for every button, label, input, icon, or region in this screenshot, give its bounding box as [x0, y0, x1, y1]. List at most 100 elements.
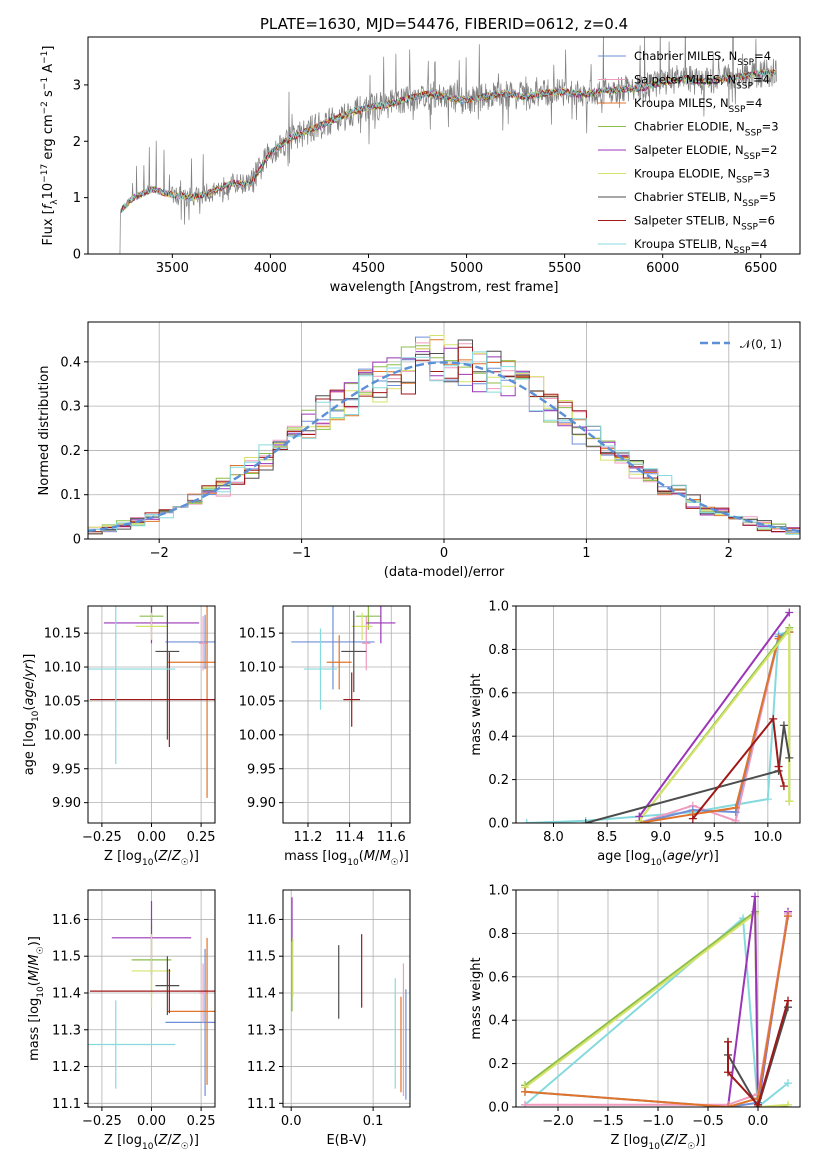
plot-area [88, 901, 215, 1096]
x-tick-label: 10.0 [753, 830, 782, 845]
model-spectrum-salpeter_stelib [120, 68, 776, 214]
x-tick-label: 11.6 [377, 830, 406, 845]
y-tick-label: 0.0 [488, 1101, 509, 1116]
y-axis-label: Normed distribution [37, 366, 52, 496]
x-tick-label: 5500 [548, 261, 581, 276]
y-tick-label: 0.2 [488, 1057, 509, 1072]
x-tick-label: 0.0 [748, 1114, 769, 1129]
x-tick-label: 9.0 [650, 830, 671, 845]
y-tick-label: 11.4 [247, 986, 276, 1001]
y-tick-label: 0.8 [488, 643, 509, 658]
y-tick-label: 0 [73, 533, 81, 548]
plot-area [88, 606, 215, 798]
legend-label-kroupa_miles: Kroupa MILES, NSSP=4 [634, 96, 762, 115]
y-tick-label: 9.95 [247, 762, 276, 777]
x-tick-label: 4500 [352, 261, 385, 276]
weight-marker-kroupa_stelib [763, 795, 772, 804]
y-tick-label: 0.6 [488, 970, 509, 985]
x-axis-label: mass [log10(M/M☉)] [284, 849, 409, 868]
plot-area [521, 892, 792, 1107]
y-tick-label: 11.2 [247, 1060, 276, 1075]
y-tick-label: 0.8 [488, 927, 509, 942]
y-tick-label: 2 [73, 135, 81, 150]
y-tick-label: 0.4 [60, 355, 81, 370]
legend-label-kroupa_stelib: Kroupa STELIB, NSSP=4 [634, 237, 767, 256]
y-tick-label: 0.2 [488, 773, 509, 788]
weight-marker-kroupa_miles [521, 1087, 529, 1096]
weight-line-salpeter_stelib [692, 716, 785, 820]
weight-line-kroupa_stelib [526, 631, 790, 823]
y-tick-label: 0.1 [60, 488, 81, 503]
x-tick-label: −1.5 [592, 1114, 624, 1129]
x-tick-label: 1 [582, 546, 590, 561]
x-tick-label: 0.25 [187, 1114, 216, 1129]
weight-line-salpeter_stelib [727, 1000, 789, 1107]
y-axis-label: age [log10(age/yr)] [22, 654, 41, 776]
y-axis-label: mass weight [469, 957, 484, 1039]
x-tick-label: 3500 [156, 261, 189, 276]
y-axis-label: Flux [fλ10−17 erg cm−2 s−1 A−1] [40, 46, 60, 246]
y-tick-label: 11.5 [52, 950, 81, 965]
x-tick-label: 0.0 [281, 1114, 302, 1129]
x-axis-label: (data-model)/error [384, 565, 505, 580]
y-tick-label: 0.6 [488, 686, 509, 701]
y-tick-label: 10.00 [44, 728, 81, 743]
y-axis-label: mass weight [469, 673, 484, 755]
x-axis-label: Z [log10(Z/Z☉)] [104, 849, 199, 868]
axes-frame [87, 605, 216, 824]
weight-marker-salpeter_stelib [779, 782, 788, 791]
plot-residuals: −2 −1 0 1 2 0 0.1 0.2 0.3 0.4 (data-model)/error No… [37, 321, 801, 580]
y-tick-label: 10.00 [239, 728, 276, 743]
weight-line-kroupa_miles [524, 915, 789, 1107]
y-tick-label: 11.3 [247, 1023, 276, 1038]
weight-marker-salpeter_miles [521, 1100, 529, 1107]
x-tick-label: −2 [150, 546, 169, 561]
x-tick-label: −1 [292, 546, 311, 561]
y-tick-label: 1.0 [488, 600, 509, 615]
plot-area [119, 37, 777, 254]
weight-marker-salpeter_stelib [724, 1037, 732, 1046]
legend-label-chabrier_stelib: Chabrier STELIB, NSSP=5 [634, 190, 776, 209]
y-tick-label: 0.2 [60, 444, 81, 459]
plot-mass_vs_ebv: 0.0 0.1 11.1 11.2 11.3 11.4 11.5 11.6 E(B-V) [247, 889, 411, 1148]
weight-marker-kroupa_miles [724, 1103, 732, 1107]
x-tick-label: −1.0 [642, 1114, 674, 1129]
weight-marker-salpeter_stelib [774, 762, 783, 771]
weight-marker-salpeter_stelib [688, 814, 697, 823]
legend-label-kroupa_elodie: Kroupa ELODIE, NSSP=3 [634, 167, 770, 186]
y-tick-label: 0.0 [488, 817, 509, 832]
plot-area [291, 897, 407, 1100]
legend-label-salpeter_stelib: Salpeter STELIB, NSSP=6 [634, 214, 775, 233]
legend-label-salpeter_elodie: Salpeter ELODIE, NSSP=2 [634, 143, 777, 162]
y-tick-label: 11.1 [52, 1097, 81, 1112]
x-tick-label: 0.00 [137, 1114, 166, 1129]
axes-frame [87, 36, 801, 255]
y-tick-label: 10.05 [44, 694, 81, 709]
weight-marker-chabrier_stelib [785, 753, 794, 762]
y-tick-label: 11.6 [52, 913, 81, 928]
x-tick-label: 6500 [744, 261, 777, 276]
axes-frame [515, 889, 801, 1108]
weight-marker-salpeter_elodie [635, 812, 644, 821]
weight-marker-salpeter_stelib [754, 1100, 762, 1107]
legend-label-salpeter_miles: Salpeter MILES, NSSP=4 [634, 73, 770, 92]
x-tick-label: 0.1 [363, 1114, 384, 1129]
x-axis-label: age [log10(age/yr)] [597, 849, 719, 868]
x-tick-label: 0.25 [187, 830, 216, 845]
plot-mass_vs_Z: −0.25 0.00 0.25 11.1 11.2 11.3 11.4 11.5 11.6 Z [… [27, 889, 216, 1152]
x-tick-label: 6000 [646, 261, 679, 276]
weight-marker-kroupa_stelib [784, 1079, 792, 1088]
weight-marker-salpeter_stelib [769, 714, 778, 723]
y-tick-label: 11.1 [247, 1097, 276, 1112]
axes-frame [515, 605, 801, 824]
weight-marker-salpeter_stelib [724, 1068, 732, 1077]
y-tick-label: 0 [73, 248, 81, 263]
plot-age_vs_mass: 11.2 11.4 11.6 9.90 9.95 10.00 10.05 10.10 10.15… [239, 605, 411, 868]
plot-area [88, 335, 800, 535]
x-tick-label: 9.5 [704, 830, 725, 845]
x-tick-label: 2 [725, 546, 733, 561]
y-tick-label: 11.2 [52, 1060, 81, 1075]
legend-label-gauss: 𝒩(0, 1) [740, 337, 782, 351]
y-tick-label: 3 [73, 78, 81, 93]
